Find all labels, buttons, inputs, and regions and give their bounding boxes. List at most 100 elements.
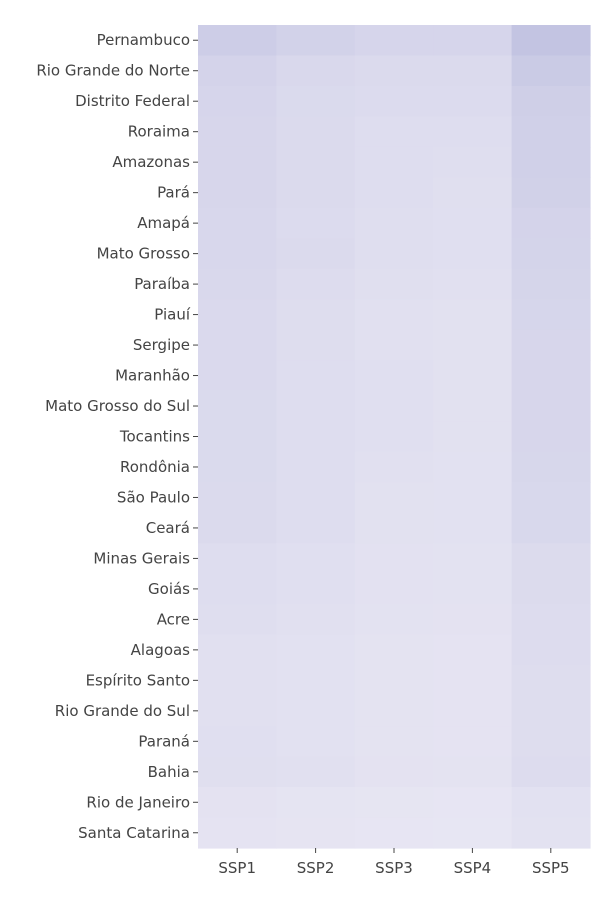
heatmap-cell-5-1 [198, 146, 277, 179]
heatmap-cell-14-5 [511, 421, 591, 453]
heatmap-cell-10-1 [198, 299, 277, 331]
x-tick-label: SSP4 [454, 859, 492, 877]
y-tick-label: Mato Grosso do Sul [45, 397, 190, 415]
heatmap-cell-24-1 [198, 726, 277, 758]
heatmap-cell-22-3 [354, 665, 434, 697]
heatmap-cell-3-4 [433, 85, 513, 118]
x-tick-label: SSP2 [297, 859, 335, 877]
y-tick-label: Distrito Federal [75, 92, 190, 110]
heatmap-cell-24-3 [354, 726, 434, 758]
heatmap-cell-18-3 [354, 543, 434, 575]
x-tick-label: SSP3 [375, 859, 413, 877]
heatmap-cell-21-1 [198, 634, 277, 666]
heatmap-cell-27-5 [511, 817, 591, 849]
heatmap-cell-2-5 [511, 55, 591, 87]
heatmap-cell-13-3 [354, 390, 434, 422]
heatmap-cell-7-5 [511, 207, 591, 239]
heatmap-cell-3-5 [511, 85, 591, 118]
heatmap-cell-23-4 [433, 695, 513, 727]
y-tick-label: Tocantins [119, 428, 190, 446]
heatmap-cell-4-4 [433, 116, 513, 148]
heatmap-cell-5-2 [276, 146, 356, 179]
heatmap-cell-21-3 [354, 634, 434, 666]
y-tick-label: Maranhão [115, 367, 190, 385]
heatmap-cell-4-2 [276, 116, 356, 148]
heatmap-cell-3-1 [198, 85, 277, 118]
heatmap-cell-4-3 [354, 116, 434, 148]
heatmap-cell-23-2 [276, 695, 356, 727]
heatmap-cell-26-5 [511, 787, 591, 819]
heatmap-cell-10-2 [276, 299, 356, 331]
heatmap-cell-20-5 [511, 604, 591, 636]
heatmap-cell-20-4 [433, 604, 513, 636]
heatmap-cell-26-3 [354, 787, 434, 819]
heatmap-cell-2-3 [354, 55, 434, 87]
heatmap-cell-18-2 [276, 543, 356, 575]
heatmap-cell-23-3 [354, 695, 434, 727]
heatmap-cell-18-1 [198, 543, 277, 575]
x-axis: SSP1 SSP2 SSP3 SSP4 SSP5 [218, 848, 570, 877]
y-tick-label: Minas Gerais [93, 549, 190, 567]
y-tick-label: Bahia [148, 763, 190, 781]
y-tick-label: Amazonas [112, 153, 190, 171]
heatmap-cell-12-3 [354, 360, 434, 392]
heatmap-cell-10-3 [354, 299, 434, 331]
heatmap-cell-4-1 [198, 116, 277, 148]
heatmap-cell-21-5 [511, 634, 591, 666]
heatmap-cell-4-5 [511, 116, 591, 148]
heatmap-cell-17-2 [276, 512, 356, 544]
heatmap-cell-14-2 [276, 421, 356, 453]
heatmap-cell-9-5 [511, 268, 591, 300]
y-tick-label: Piauí [154, 306, 191, 324]
heatmap-cell-15-2 [276, 451, 356, 483]
heatmap-cell-26-2 [276, 787, 356, 819]
y-tick-label: Mato Grosso [97, 245, 190, 263]
heatmap-cell-13-5 [511, 390, 591, 422]
heatmap-cell-27-4 [433, 817, 513, 849]
y-axis: Pernambuco Rio Grande do Norte Distrito Fe… [36, 31, 198, 842]
y-tick-label: Espírito Santo [86, 671, 190, 689]
y-tick-label: Rondônia [120, 458, 190, 476]
heatmap-cell-20-1 [198, 604, 277, 636]
heatmap-cell-12-1 [198, 360, 277, 392]
heatmap-cell-11-1 [198, 329, 277, 361]
heatmap-cell-1-3 [354, 25, 434, 57]
heatmap-cell-6-3 [354, 177, 434, 209]
heatmap-cell-8-3 [354, 238, 434, 270]
heatmap-cell-19-4 [433, 573, 513, 605]
heatmap-cell-22-1 [198, 665, 277, 697]
heatmap-cell-9-3 [354, 268, 434, 300]
heatmap-cell-24-2 [276, 726, 356, 758]
heatmap-cell-6-1 [198, 177, 277, 209]
y-tick-label: Rio Grande do Norte [36, 62, 190, 80]
y-tick-label: Alagoas [131, 641, 191, 659]
heatmap-cell-23-1 [198, 695, 277, 727]
heatmap-cell-14-3 [354, 421, 434, 453]
y-tick-label: Paraíba [134, 275, 190, 293]
heatmap-cell-7-4 [433, 207, 513, 239]
heatmap-cell-7-1 [198, 207, 277, 239]
heatmap-cell-15-4 [433, 451, 513, 483]
heatmap-cell-1-1 [198, 25, 277, 57]
heatmap-cell-5-4 [433, 146, 513, 179]
heatmap-cell-25-2 [276, 756, 356, 788]
y-tick-label: Pará [157, 184, 190, 202]
heatmap-cell-14-1 [198, 421, 277, 453]
heatmap-cell-27-1 [198, 817, 277, 849]
heatmap-cell-5-3 [354, 146, 434, 179]
heatmap-cell-16-2 [276, 482, 356, 514]
heatmap-cell-16-4 [433, 482, 513, 514]
y-tick-label: Santa Catarina [78, 824, 190, 842]
heatmap-cell-1-2 [276, 25, 356, 57]
heatmap-cell-7-3 [354, 207, 434, 239]
heatmap-cell-8-2 [276, 238, 356, 270]
heatmap-cell-18-4 [433, 543, 513, 575]
heatmap-cell-6-5 [511, 177, 591, 209]
heatmap-cell-10-5 [511, 299, 591, 331]
heatmap-cell-8-4 [433, 238, 513, 270]
heatmap-cell-19-2 [276, 573, 356, 605]
heatmap-cell-16-1 [198, 482, 277, 514]
heatmap-cell-17-3 [354, 512, 434, 544]
heatmap-cell-8-5 [511, 238, 591, 270]
